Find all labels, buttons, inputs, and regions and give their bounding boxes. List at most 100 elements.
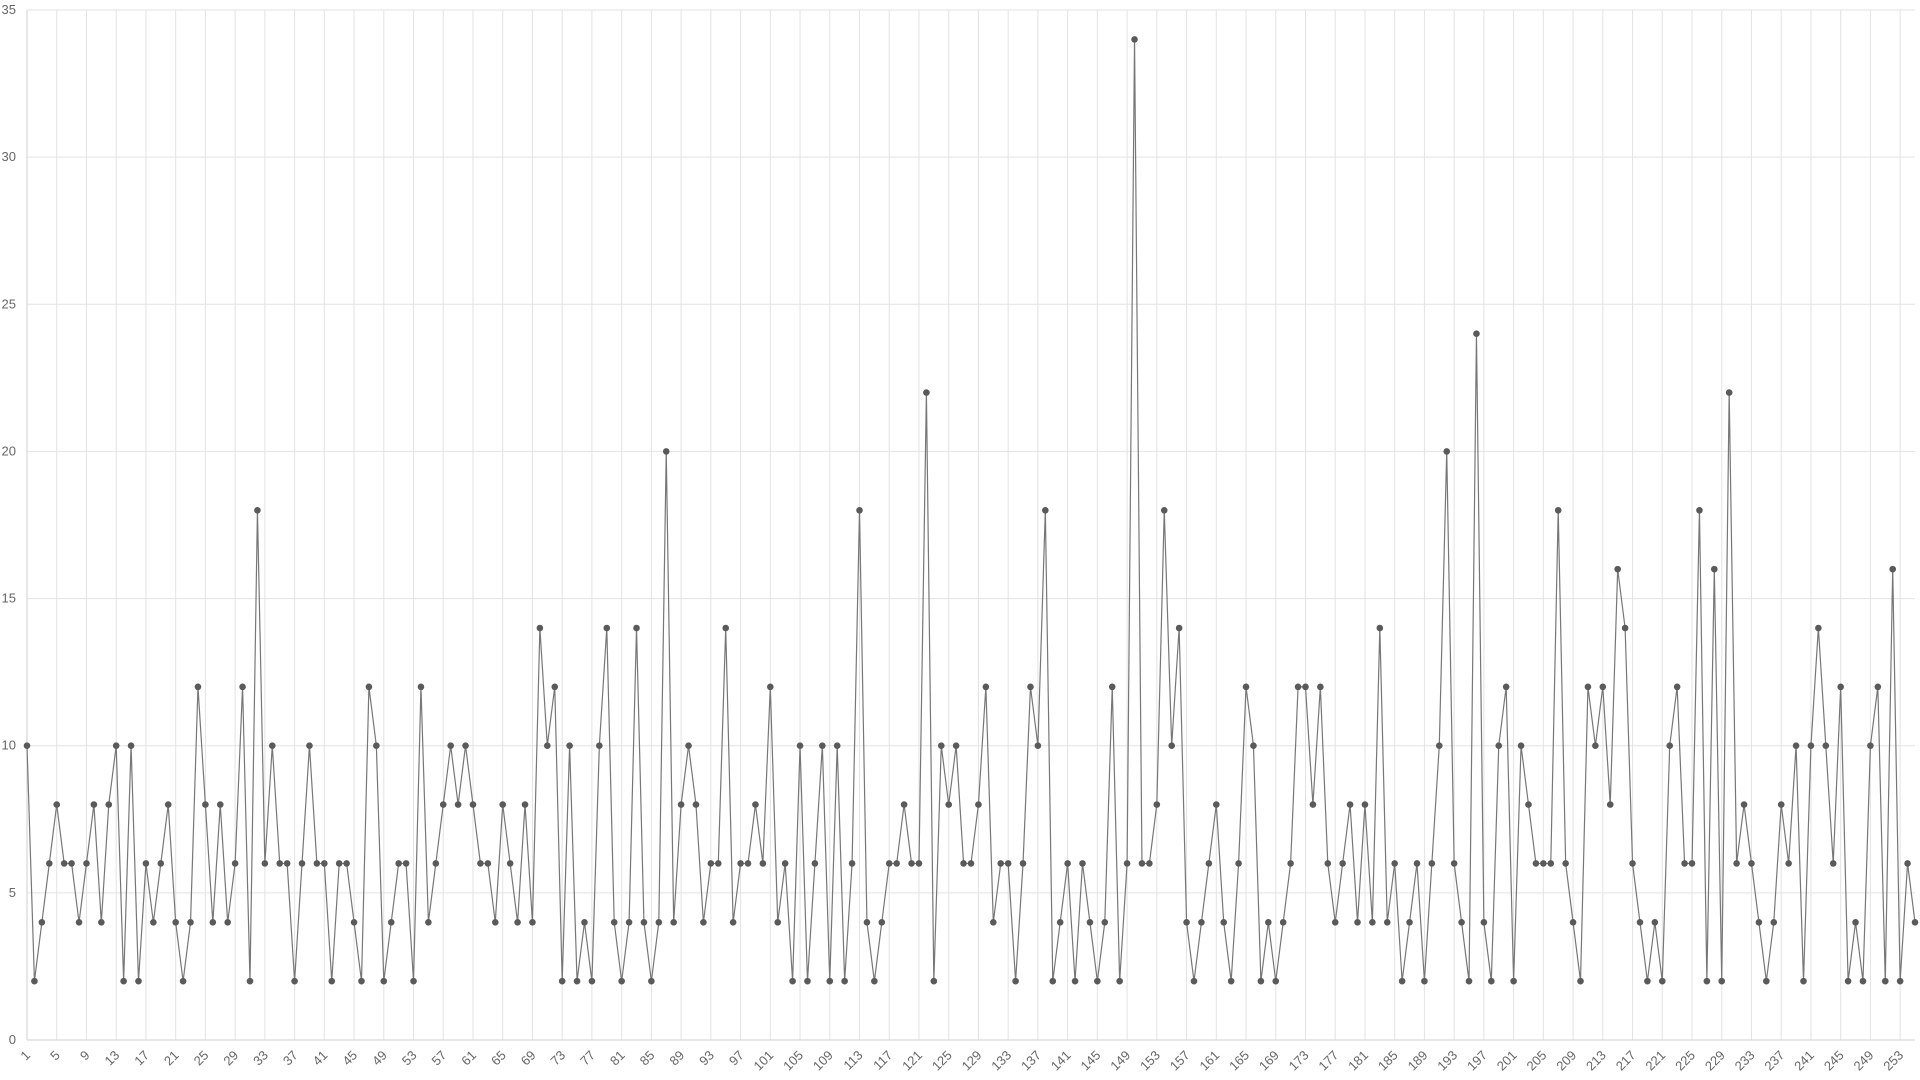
x-tick-label: 53 <box>399 1048 420 1069</box>
point <box>1287 860 1294 867</box>
point <box>1510 977 1517 985</box>
point <box>670 918 677 926</box>
x-tick-label: 25 <box>191 1048 212 1069</box>
point <box>923 389 930 396</box>
point <box>1354 918 1361 926</box>
point <box>975 801 982 808</box>
y-tick-label: 5 <box>9 885 16 900</box>
x-tick-label: 237 <box>1761 1048 1787 1074</box>
point <box>759 860 767 867</box>
point <box>23 742 31 750</box>
point <box>1175 624 1183 632</box>
point <box>841 977 848 985</box>
point <box>848 860 856 867</box>
point <box>1294 683 1302 691</box>
y-tick-label: 10 <box>2 738 16 753</box>
point <box>737 860 744 867</box>
point <box>164 801 172 808</box>
point <box>1658 977 1666 985</box>
point <box>157 860 165 867</box>
x-tick-label: 9 <box>77 1048 93 1064</box>
point <box>573 977 581 985</box>
x-tick-label: 229 <box>1702 1048 1728 1074</box>
point <box>1279 918 1287 926</box>
point <box>1190 977 1198 985</box>
point <box>261 860 269 867</box>
point <box>350 918 358 926</box>
point <box>789 977 796 985</box>
point <box>1532 860 1540 867</box>
point <box>491 918 499 926</box>
point <box>1383 918 1391 926</box>
point <box>767 683 774 691</box>
x-tick-label: 5 <box>47 1048 63 1064</box>
point <box>856 506 863 514</box>
point <box>1183 918 1190 926</box>
point <box>1807 742 1815 750</box>
point <box>1889 565 1897 573</box>
point <box>1413 860 1421 867</box>
point <box>142 860 150 867</box>
x-tick-label: 193 <box>1434 1048 1460 1074</box>
point <box>707 860 715 867</box>
point <box>179 977 187 985</box>
point <box>1867 742 1874 750</box>
point <box>1800 977 1807 985</box>
point <box>878 918 886 926</box>
point <box>358 977 365 985</box>
point <box>239 683 246 691</box>
y-tick-label: 20 <box>2 443 16 458</box>
point <box>1666 742 1674 750</box>
point <box>915 860 923 867</box>
y-tick-label: 30 <box>2 149 16 164</box>
point <box>900 801 908 808</box>
point <box>588 977 596 985</box>
x-tick-label: 85 <box>637 1048 658 1069</box>
point <box>1116 977 1123 985</box>
x-tick-label: 65 <box>488 1048 509 1069</box>
x-tick-label: 145 <box>1078 1048 1104 1074</box>
point <box>1064 860 1071 867</box>
point <box>1577 977 1584 985</box>
x-tick-label: 185 <box>1375 1048 1401 1074</box>
point <box>1614 565 1621 573</box>
x-tick-label: 89 <box>666 1048 687 1069</box>
point <box>31 977 38 985</box>
x-tick-label: 77 <box>577 1048 598 1069</box>
point <box>1651 918 1659 926</box>
point <box>254 506 261 514</box>
point <box>1852 918 1859 926</box>
point <box>937 742 945 750</box>
point <box>462 742 469 750</box>
point <box>640 918 648 926</box>
x-tick-label: 129 <box>959 1048 985 1074</box>
point <box>380 977 388 985</box>
point <box>544 742 551 750</box>
point <box>1034 742 1042 750</box>
point <box>202 801 209 808</box>
point <box>45 860 53 867</box>
point <box>930 977 938 985</box>
x-tick-label: 33 <box>250 1048 271 1069</box>
point <box>1636 918 1644 926</box>
x-tick-label: 181 <box>1345 1048 1371 1074</box>
point <box>395 860 402 867</box>
point <box>127 742 135 750</box>
point <box>276 860 284 867</box>
point <box>618 977 625 985</box>
x-tick-label: 49 <box>369 1048 390 1069</box>
point <box>150 918 157 926</box>
point <box>1748 860 1755 867</box>
x-tick-label: 177 <box>1315 1048 1341 1074</box>
point <box>1480 918 1488 926</box>
x-tick-label: 133 <box>988 1048 1014 1074</box>
point <box>945 801 953 808</box>
point <box>529 918 536 926</box>
point <box>1785 860 1792 867</box>
point <box>982 683 990 691</box>
point <box>967 860 975 867</box>
point <box>722 624 730 632</box>
point <box>774 918 782 926</box>
point <box>1815 624 1822 632</box>
point <box>1428 860 1436 867</box>
